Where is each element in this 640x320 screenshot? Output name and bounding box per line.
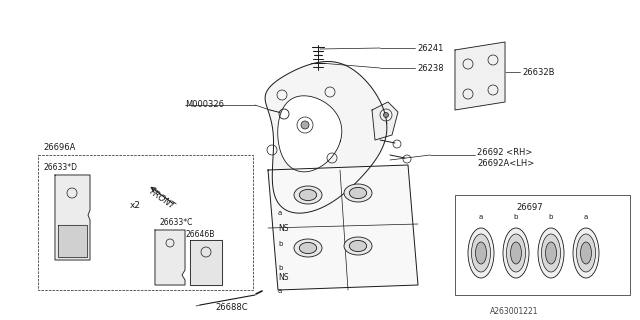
Ellipse shape (476, 242, 486, 264)
Circle shape (301, 121, 309, 129)
Text: 26238: 26238 (417, 63, 444, 73)
Text: FRONT: FRONT (148, 187, 177, 211)
Text: 26692A<LH>: 26692A<LH> (477, 158, 534, 167)
Ellipse shape (344, 184, 372, 202)
Ellipse shape (294, 239, 322, 257)
Polygon shape (455, 42, 505, 110)
Text: 26241: 26241 (417, 44, 444, 52)
Text: NS: NS (278, 223, 289, 233)
Ellipse shape (545, 242, 557, 264)
Text: b: b (278, 265, 282, 271)
Ellipse shape (506, 234, 525, 272)
Ellipse shape (300, 189, 317, 201)
Text: 26696A: 26696A (43, 142, 76, 151)
Text: x2: x2 (130, 201, 141, 210)
Ellipse shape (468, 228, 494, 278)
Ellipse shape (573, 228, 599, 278)
Polygon shape (268, 165, 418, 290)
Text: 26697: 26697 (516, 203, 543, 212)
Polygon shape (190, 240, 222, 285)
Text: 26633*D: 26633*D (43, 163, 77, 172)
Ellipse shape (503, 228, 529, 278)
Ellipse shape (472, 234, 490, 272)
Text: b: b (278, 241, 282, 247)
Text: 26688C: 26688C (215, 303, 248, 313)
Text: 26633*C: 26633*C (160, 218, 193, 227)
Circle shape (383, 113, 388, 117)
Polygon shape (278, 96, 342, 172)
Text: a: a (584, 214, 588, 220)
Text: 26632B: 26632B (522, 68, 554, 76)
Text: a: a (278, 210, 282, 216)
Polygon shape (372, 102, 398, 140)
Ellipse shape (349, 240, 367, 252)
Text: a: a (479, 214, 483, 220)
Polygon shape (155, 230, 185, 285)
Text: 26646B: 26646B (185, 229, 214, 238)
Polygon shape (58, 225, 87, 257)
Text: b: b (514, 214, 518, 220)
Ellipse shape (577, 234, 595, 272)
Text: a: a (278, 288, 282, 294)
Ellipse shape (538, 228, 564, 278)
Polygon shape (265, 61, 387, 213)
Ellipse shape (541, 234, 561, 272)
Ellipse shape (344, 237, 372, 255)
Bar (38, 155, 253, 290)
Ellipse shape (349, 188, 367, 199)
Bar (455, 195, 630, 295)
Ellipse shape (300, 243, 317, 253)
Text: NS: NS (278, 273, 289, 282)
Ellipse shape (511, 242, 522, 264)
Text: 26692 <RH>: 26692 <RH> (477, 148, 532, 156)
Text: b: b (549, 214, 553, 220)
Polygon shape (55, 175, 90, 260)
Ellipse shape (580, 242, 591, 264)
Text: M000326: M000326 (185, 100, 224, 108)
Ellipse shape (294, 186, 322, 204)
Text: A263001221: A263001221 (490, 308, 538, 316)
